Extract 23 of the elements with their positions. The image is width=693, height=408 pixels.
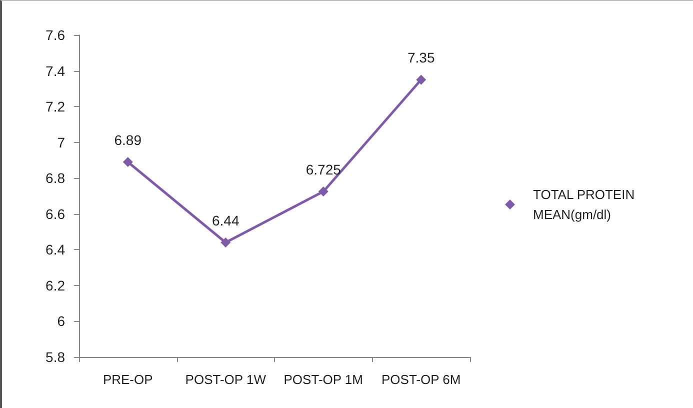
y-tick-label: 6.2: [46, 277, 66, 294]
y-tick-label: 7.4: [46, 62, 66, 79]
y-tick-label: 5.8: [46, 349, 66, 365]
legend-label: TOTAL PROTEIN MEAN(gm/dl): [533, 187, 638, 222]
y-tick-label: 7.2: [46, 98, 66, 115]
point: [318, 186, 328, 197]
point: [220, 238, 231, 248]
data-label: 6.89: [114, 132, 142, 148]
y-tick-label: 6: [57, 313, 66, 330]
data-label: 7.35: [408, 50, 435, 66]
y-tick-label: 7.6: [46, 27, 66, 43]
x-tick-label: POST-OP 1M: [284, 372, 363, 387]
y-tick-label: 6.4: [46, 242, 66, 258]
y-tick-label: 7: [57, 134, 66, 150]
x-tick-label: POST-OP 1W: [185, 372, 267, 387]
point: [416, 74, 426, 85]
y-tick-label: 6.8: [46, 170, 66, 186]
point: [122, 157, 133, 168]
x-tick-label: PRE-OP: [102, 372, 153, 387]
y-tick-label: 6.6: [46, 206, 66, 222]
x-tick-label: POST-OP 6M: [382, 372, 461, 387]
data-label: 6.44: [212, 212, 240, 229]
data-label: 6.725: [306, 162, 342, 178]
